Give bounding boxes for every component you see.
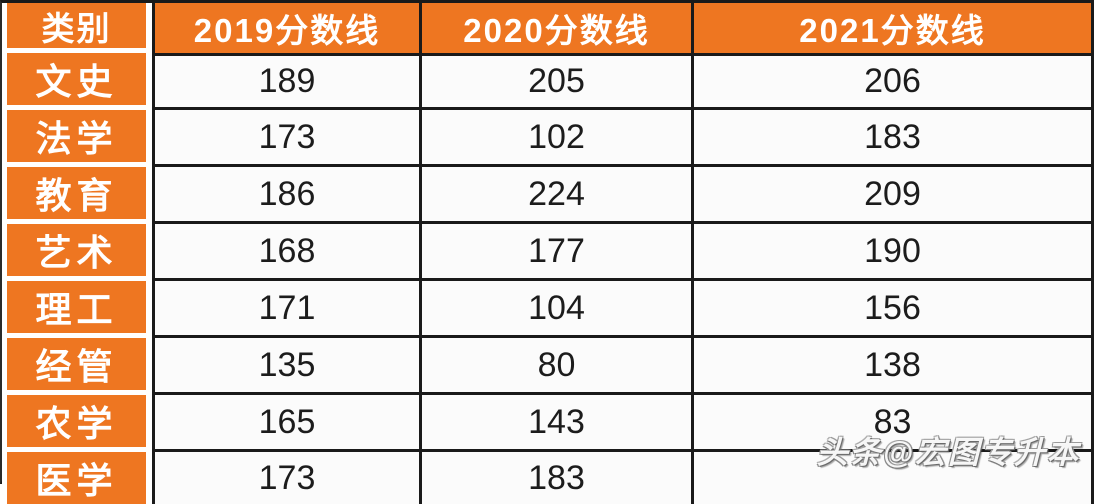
score-cell: 173	[152, 110, 422, 167]
score-cell: 205	[422, 53, 694, 110]
score-cell: 168	[152, 224, 422, 281]
scores-table: 类别 2019分数线 2020分数线 2021分数线 文史 189 205 20…	[2, 3, 1094, 504]
score-cell: 189	[152, 53, 422, 110]
score-cell: 224	[422, 167, 694, 224]
score-cell: 83	[694, 395, 1094, 452]
category-cell-jiaoyu: 教育	[2, 167, 152, 224]
category-cell-yishu: 艺术	[2, 224, 152, 281]
score-cell: 183	[422, 452, 694, 504]
score-cell: 165	[152, 395, 422, 452]
category-cell-faxue: 法学	[2, 110, 152, 167]
score-cell: 186	[152, 167, 422, 224]
score-cell: 102	[422, 110, 694, 167]
score-cell: 143	[422, 395, 694, 452]
header-cell-category: 类别	[2, 3, 152, 53]
score-cell: 173	[152, 452, 422, 504]
header-cell-2020: 2020分数线	[422, 3, 694, 53]
score-cell: 177	[422, 224, 694, 281]
category-cell-yixue: 医学	[2, 452, 152, 504]
score-cell: 80	[422, 338, 694, 395]
header-cell-2019: 2019分数线	[152, 3, 422, 53]
score-cell: 104	[422, 281, 694, 338]
score-cell: 209	[694, 167, 1094, 224]
score-cell	[694, 452, 1094, 504]
score-cell: 190	[694, 224, 1094, 281]
category-cell-ligong: 理工	[2, 281, 152, 338]
score-cell: 156	[694, 281, 1094, 338]
score-cell: 171	[152, 281, 422, 338]
score-cell: 206	[694, 53, 1094, 110]
category-cell-wenshi: 文史	[2, 53, 152, 110]
header-cell-2021: 2021分数线	[694, 3, 1094, 53]
score-cell: 135	[152, 338, 422, 395]
score-cell: 138	[694, 338, 1094, 395]
category-cell-nongxue: 农学	[2, 395, 152, 452]
score-cell: 183	[694, 110, 1094, 167]
category-cell-jingguan: 经管	[2, 338, 152, 395]
